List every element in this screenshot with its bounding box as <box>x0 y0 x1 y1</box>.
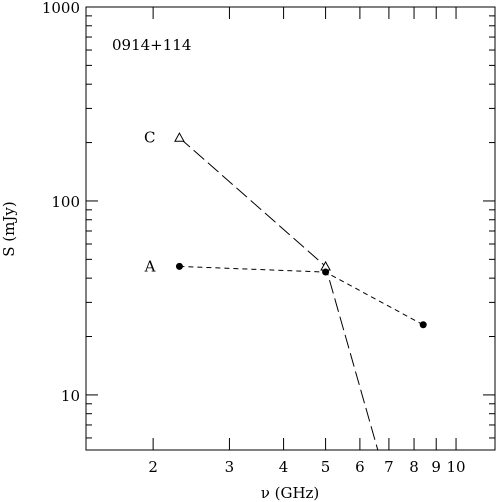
x-tick-label: 6 <box>355 458 365 476</box>
series-A-point <box>322 268 330 276</box>
y-axis-label: S (mJy) <box>0 201 18 256</box>
axis-ticks <box>86 6 495 450</box>
axis-tick-labels: 2 3 4 5 6 7 8 9 10 10 100 1000 <box>42 0 466 476</box>
series-markers <box>174 132 427 329</box>
x-tick-label: 7 <box>384 458 394 476</box>
series-C-point <box>174 132 185 142</box>
series-A-label: A <box>144 257 156 275</box>
x-tick-label: 3 <box>225 458 235 476</box>
series-A-point <box>175 262 183 270</box>
x-tick-label: 4 <box>279 458 289 476</box>
x-tick-label: 9 <box>431 458 441 476</box>
series-C-line <box>179 137 379 450</box>
series-A-point <box>419 321 427 329</box>
x-tick-label: 10 <box>446 458 465 476</box>
x-axis-label: ν (GHz) <box>261 484 320 502</box>
x-tick-label: 2 <box>148 458 158 476</box>
plot-frame <box>85 6 496 451</box>
x-tick-label: 5 <box>321 458 331 476</box>
series-A-line <box>179 265 424 326</box>
series-lines <box>179 137 424 450</box>
y-tick-label: 100 <box>51 193 80 211</box>
y-tick-label: 1000 <box>42 0 80 17</box>
y-tick-label: 10 <box>61 387 80 405</box>
x-tick-label: 8 <box>409 458 419 476</box>
series-C-label: C <box>144 129 155 147</box>
series-labels: CA <box>144 129 156 276</box>
chart-title: 0914+114 <box>112 36 191 54</box>
